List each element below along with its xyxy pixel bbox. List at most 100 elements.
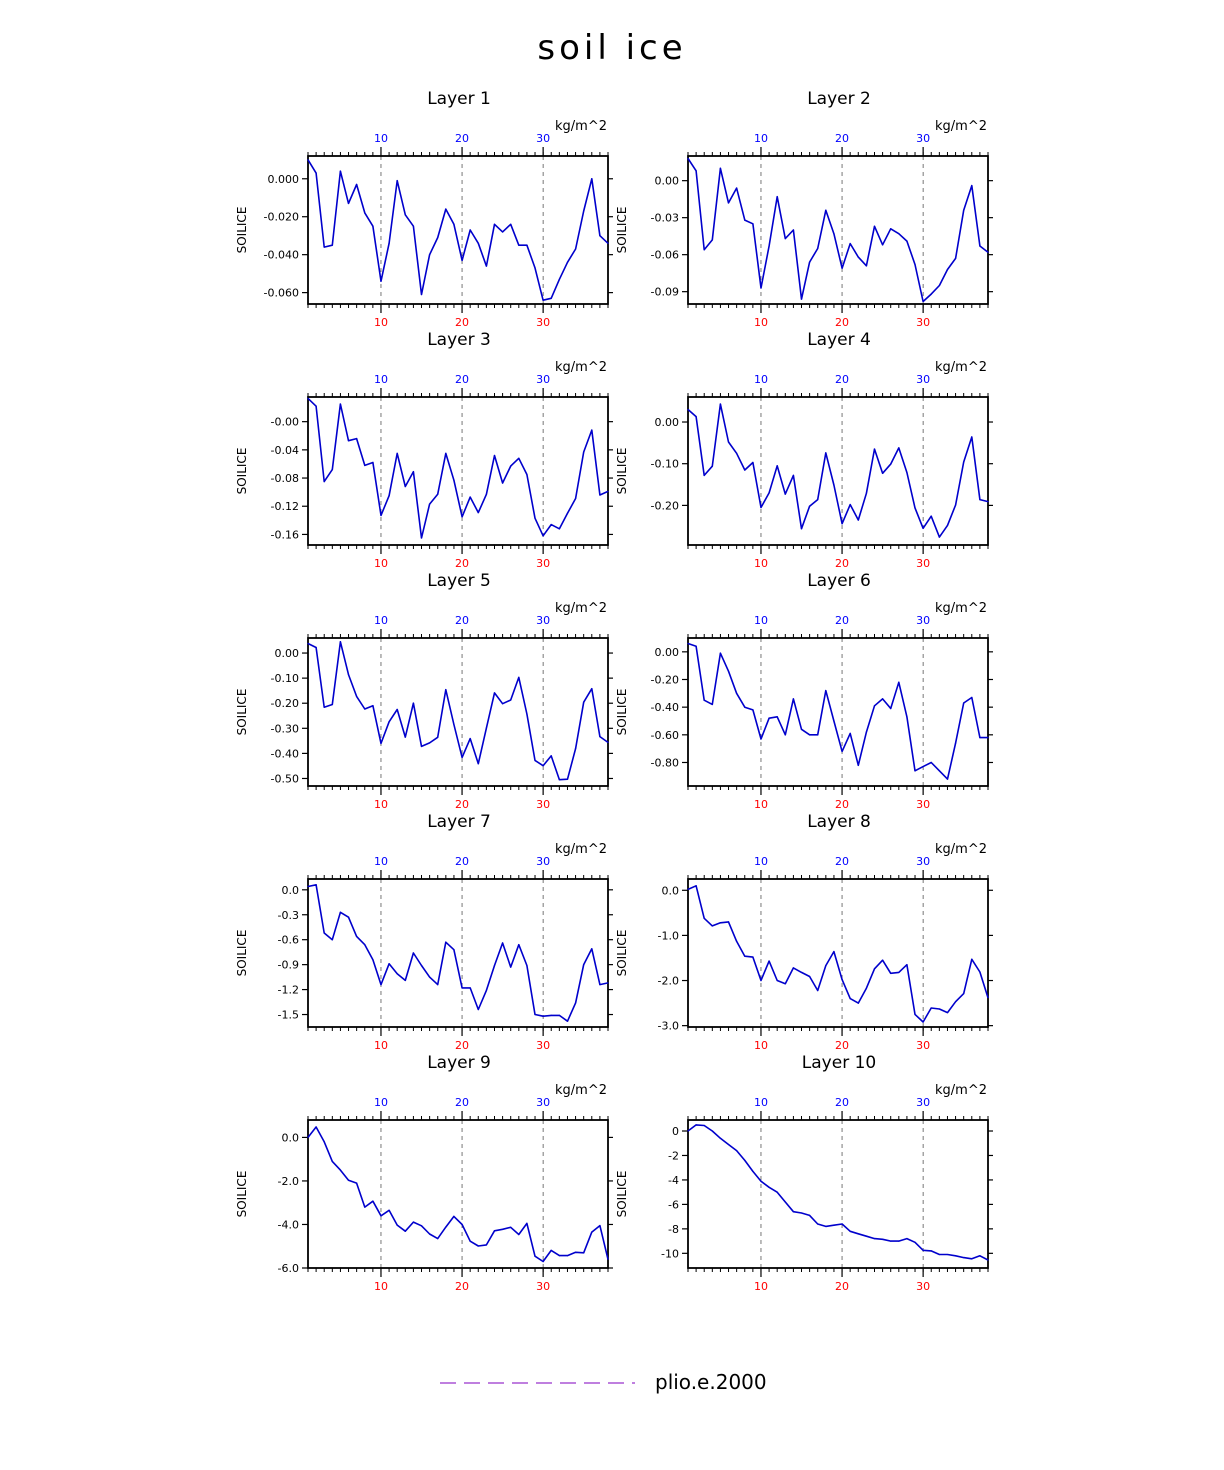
x-tick-label-bottom: 20 [835, 316, 849, 329]
plot-frame [307, 396, 609, 546]
data-point [526, 964, 528, 967]
data-point [526, 1222, 528, 1224]
x-tick-label-top: 30 [916, 132, 930, 145]
y-tick-label: -1.0 [658, 929, 679, 942]
y-axis-label: SOILICE [235, 448, 249, 495]
data-point [510, 223, 512, 225]
data-point [485, 493, 487, 495]
data-point [315, 884, 317, 886]
data-point [339, 911, 342, 913]
y-tick-label: -0.09 [651, 286, 679, 299]
series-line [307, 1126, 609, 1263]
data-point [558, 1254, 560, 1257]
data-point [752, 461, 754, 464]
data-point [339, 1169, 342, 1171]
y-tick-label: -0.16 [271, 528, 299, 541]
data-point [396, 452, 398, 454]
x-tick-label-top: 10 [754, 855, 768, 868]
data-point [865, 1235, 867, 1237]
data-point [849, 1230, 851, 1232]
plot-frame [687, 1119, 989, 1269]
data-point [526, 713, 528, 715]
data-point [922, 1021, 924, 1023]
data-point [380, 742, 382, 744]
data-point [542, 535, 544, 537]
data-point [380, 280, 382, 282]
data-point [404, 979, 406, 982]
data-point [347, 440, 350, 442]
series-line [307, 884, 609, 1022]
data-point [841, 750, 843, 753]
data-point [857, 1002, 859, 1004]
y-tick-label: -4.0 [278, 1218, 299, 1231]
data-point [347, 202, 350, 205]
data-point [574, 497, 577, 500]
data-point [534, 1255, 536, 1257]
data-point [550, 297, 552, 299]
y-tick-label: -0.10 [271, 672, 299, 685]
y-tick-label: -6.0 [278, 1262, 299, 1275]
x-tick-label-top: 10 [374, 373, 388, 386]
x-tick-label-top: 10 [754, 373, 768, 386]
x-tick-label-bottom: 10 [374, 316, 388, 329]
legend: plio.e.2000 [440, 1368, 800, 1398]
data-point [857, 256, 859, 258]
y-tick-label: -4 [668, 1174, 679, 1187]
data-point [841, 523, 843, 525]
data-point [881, 959, 884, 961]
data-point [356, 695, 358, 698]
data-point [979, 245, 981, 247]
data-point [938, 1008, 940, 1010]
data-point [518, 944, 520, 946]
data-point [566, 778, 569, 780]
data-point [687, 408, 689, 411]
data-point [493, 223, 496, 225]
x-tick-label-top: 30 [916, 614, 930, 627]
data-point [695, 415, 697, 418]
data-point [987, 251, 989, 253]
x-tick-label-bottom: 10 [374, 1039, 388, 1052]
data-point [437, 236, 439, 239]
data-point [323, 932, 325, 934]
data-point [550, 1249, 552, 1251]
data-point [388, 963, 390, 965]
data-point [825, 689, 827, 692]
y-tick-label: 0.0 [282, 884, 300, 897]
data-point [898, 971, 900, 974]
x-tick-label-top: 20 [835, 1096, 849, 1109]
chart-panel-layer-2: Layer 2 kg/m^2 10 10 20 20 30 30 0.00 -0.03 -0.06 -… [610, 88, 1010, 329]
data-point [930, 515, 932, 517]
y-axis-label: SOILICE [235, 930, 249, 977]
data-point [727, 202, 730, 204]
data-point [315, 172, 317, 174]
data-point [429, 976, 431, 978]
data-point [331, 244, 333, 246]
data-point [372, 1200, 374, 1202]
data-point [591, 948, 593, 950]
y-axis-label: SOILICE [615, 930, 629, 977]
data-point [591, 178, 593, 180]
data-point [607, 982, 609, 984]
data-point [501, 482, 504, 484]
data-point [356, 437, 358, 440]
chart-svg: Layer 10 kg/m^2 10 10 20 20 30 30 0 -2 -4 -6 -8 -10 SO… [615, 1053, 993, 1293]
data-point [857, 1233, 859, 1235]
data-point [339, 641, 342, 643]
data-point [760, 287, 762, 289]
y-tick-label: 0 [672, 1125, 679, 1138]
data-point [719, 922, 722, 924]
x-tick-label-bottom: 30 [916, 798, 930, 811]
panel-title: Layer 10 [802, 1053, 876, 1073]
y-tick-label: -0.6 [278, 934, 299, 947]
data-point [906, 964, 908, 966]
y-tick-label: -0.08 [271, 472, 299, 485]
data-point [510, 699, 512, 701]
data-point [963, 1257, 965, 1259]
x-tick-label-top: 20 [835, 373, 849, 386]
panel-title: Layer 8 [807, 812, 871, 832]
data-point [372, 461, 374, 464]
x-tick-label-bottom: 20 [835, 1039, 849, 1052]
x-tick-label-bottom: 10 [754, 316, 768, 329]
y-tick-label: -3.0 [658, 1020, 679, 1033]
data-point [906, 716, 908, 718]
